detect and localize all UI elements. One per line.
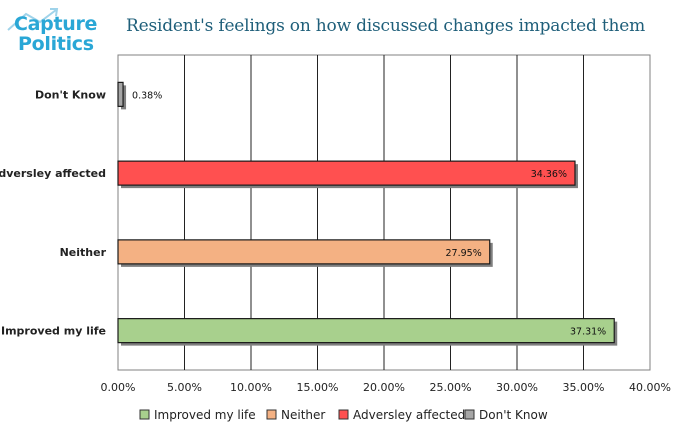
logo-arrow-icon <box>7 8 59 31</box>
x-tick-label: 40.00% <box>629 381 671 394</box>
category-label: Neither <box>60 246 107 259</box>
capture-politics-logo: Capture Politics <box>6 8 110 60</box>
x-tick-label: 25.00% <box>430 381 472 394</box>
x-tick-label: 10.00% <box>230 381 272 394</box>
chart-title: Resident's feelings on how discussed cha… <box>126 16 646 36</box>
logo-text-line2: Politics <box>18 33 94 55</box>
x-tick-label: 30.00% <box>496 381 538 394</box>
data-label: 37.31% <box>570 327 606 338</box>
data-label: 27.95% <box>446 248 482 259</box>
category-label: Improved my life <box>1 325 106 338</box>
legend-swatch-improved-my-life <box>139 409 150 420</box>
legend-label: Improved my life <box>154 408 256 422</box>
logo-text-line1: Capture <box>14 13 98 35</box>
bar-improved-my-life <box>117 318 615 344</box>
category-label: Adversley affected <box>0 167 106 180</box>
legend-label: Don't Know <box>479 408 548 422</box>
data-label: 34.36% <box>531 169 567 180</box>
legend-swatch-don-t-know <box>464 409 475 420</box>
category-label: Don't Know <box>35 88 106 101</box>
x-tick-label: 15.00% <box>297 381 339 394</box>
x-tick-label: 20.00% <box>363 381 405 394</box>
data-label: 0.38% <box>132 90 162 101</box>
bar-adversley-affected <box>117 160 576 186</box>
x-tick-label: 5.00% <box>167 381 202 394</box>
bar-neither <box>117 239 491 265</box>
x-tick-label: 35.00% <box>563 381 605 394</box>
legend-swatch-adversley-affected <box>338 409 349 420</box>
bar-don-t-know <box>117 81 124 107</box>
legend-label: Adversley affected <box>353 408 465 422</box>
legend-swatch-neither <box>266 409 277 420</box>
legend-label: Neither <box>281 408 325 422</box>
x-tick-label: 0.00% <box>101 381 136 394</box>
